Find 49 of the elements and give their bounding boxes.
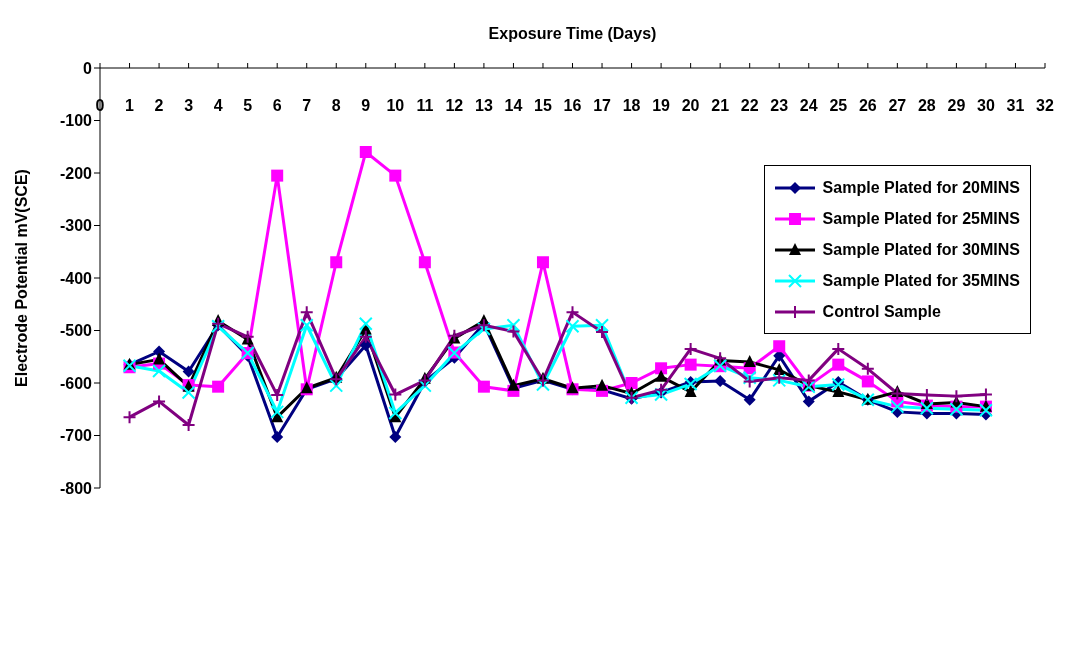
x-tick-label: 21: [711, 97, 730, 114]
x-tick-label: 8: [331, 97, 341, 114]
x-tick-label: 10: [386, 97, 405, 114]
x-tick-label: 17: [593, 97, 612, 114]
y-tick-label: -200: [59, 164, 93, 182]
x-tick-label: 9: [361, 97, 371, 114]
x-tick-label: 11: [416, 97, 434, 114]
y-tick-label: -700: [59, 427, 93, 445]
x-tick-label: 1: [125, 97, 135, 114]
x-tick-label: 24: [799, 97, 818, 114]
x-tick-label: 3: [184, 97, 194, 114]
x-tick-label: 16: [563, 97, 582, 114]
x-tick-label: 31: [1006, 97, 1025, 114]
y-axis-title: Electrode Potential mV(SCE): [12, 169, 30, 387]
x-tick-label: 13: [475, 97, 493, 114]
x-tick-label: 27: [888, 97, 907, 114]
x-tick-label: 12: [445, 97, 464, 114]
x-tick-label: 29: [947, 97, 966, 114]
x-tick-label: 15: [534, 97, 552, 114]
x-tick-label: 22: [740, 97, 759, 114]
x-tick-label: 25: [829, 97, 848, 114]
x-tick-label: 2: [154, 97, 164, 114]
x-tick-label: 4: [213, 97, 223, 114]
x-tick-label: 14: [504, 97, 523, 114]
y-tick-label: -600: [59, 374, 93, 392]
y-tick-label: -400: [59, 269, 93, 287]
x-tick-label: 30: [977, 97, 995, 114]
y-tick-label: -800: [59, 479, 93, 497]
y-tick-label: -100: [59, 112, 93, 130]
x-tick-label: 28: [917, 97, 936, 114]
x-tick-label: 20: [681, 97, 700, 114]
legend-label: Sample Plated for 20MINS: [822, 178, 1020, 197]
y-tick-label: -500: [59, 322, 93, 340]
x-axis-title: Exposure Time (Days): [488, 25, 657, 43]
x-tick-label: 6: [272, 97, 282, 114]
x-tick-label: 19: [652, 97, 671, 114]
x-tick-label: 7: [302, 97, 312, 114]
legend-label: Sample Plated for 30MINS: [822, 240, 1020, 259]
y-tick-label: 0: [83, 59, 93, 77]
x-tick-label: 32: [1036, 97, 1054, 114]
legend-label: Control Sample: [822, 302, 941, 321]
y-tick-label: -300: [59, 217, 93, 235]
x-tick-label: 23: [770, 97, 789, 114]
x-tick-label: 0: [95, 97, 105, 114]
x-tick-label: 26: [858, 97, 877, 114]
legend-label: Sample Plated for 25MINS: [822, 209, 1020, 228]
legend-label: Sample Plated for 35MINS: [822, 271, 1020, 290]
x-tick-label: 5: [243, 97, 253, 114]
x-tick-label: 18: [622, 97, 641, 114]
